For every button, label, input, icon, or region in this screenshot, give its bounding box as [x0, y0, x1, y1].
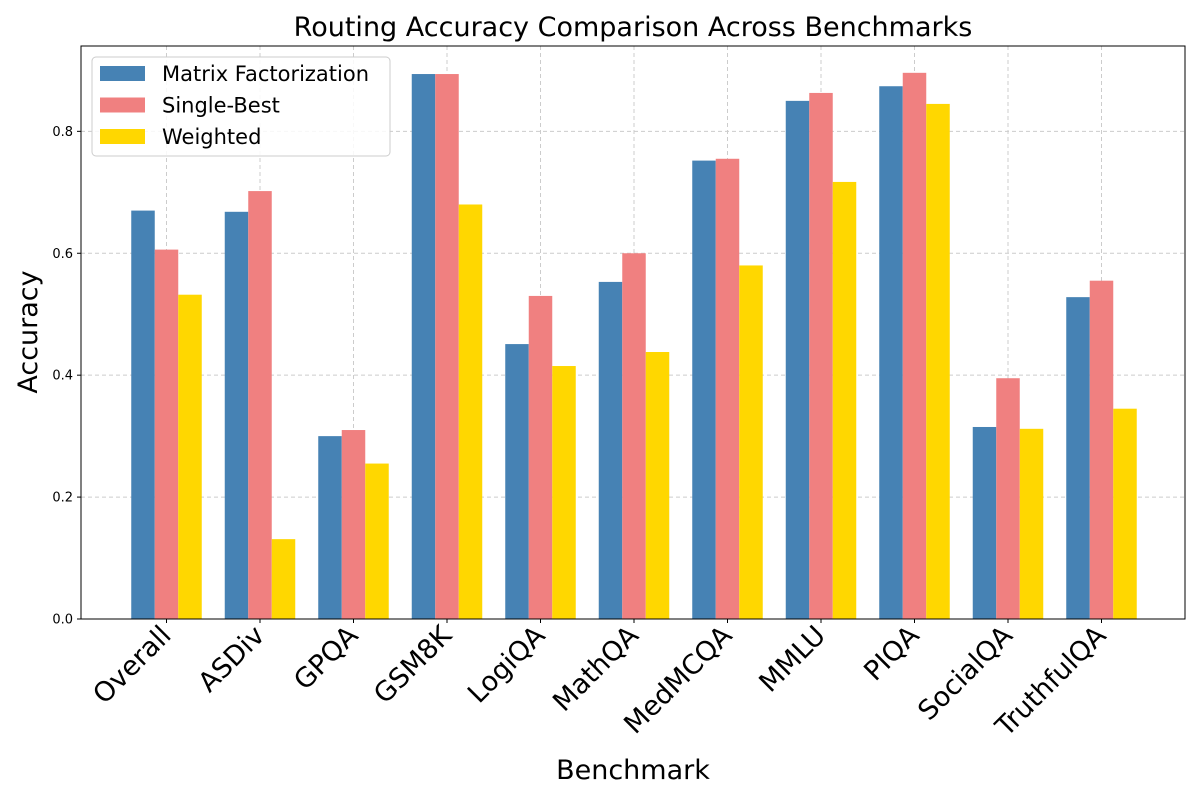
legend: Matrix Factorization Single-Best Weighted — [91, 56, 391, 157]
bar-matrix-factorization-logiqa — [505, 344, 529, 619]
x-tick-label: MMLU — [753, 620, 832, 699]
x-tick-label: GSM8K — [368, 619, 459, 710]
bar-weighted-mathqa — [645, 352, 670, 619]
bar-matrix-factorization-gsm8k — [411, 74, 436, 620]
legend-swatch — [100, 66, 145, 81]
y-tick-label: 0.4 — [52, 369, 73, 384]
bar-weighted-medmcqa — [739, 265, 763, 619]
legend-swatch — [100, 129, 145, 144]
bar-single-best-socialqa — [996, 378, 1020, 619]
bar-matrix-factorization-mmlu — [785, 100, 810, 620]
legend-label: Weighted — [162, 125, 261, 149]
bar-single-best-mathqa — [622, 253, 646, 620]
bar-weighted-gsm8k — [458, 204, 483, 619]
bar-weighted-logiqa — [552, 366, 576, 619]
legend-label: Matrix Factorization — [162, 62, 369, 86]
bar-single-best-piqa — [902, 72, 927, 619]
chart-title: Routing Accuracy Comparison Across Bench… — [294, 12, 973, 43]
bar-matrix-factorization-asdiv — [224, 211, 249, 619]
legend-box — [91, 56, 391, 157]
plot-frame — [80, 45, 1186, 620]
bar-single-best-overall — [154, 249, 179, 619]
bar-matrix-factorization-medmcqa — [692, 160, 716, 619]
y-tick-label: 0.0 — [52, 613, 73, 628]
y-axis: 0.0 0.2 0.4 0.6 0.8 — [52, 125, 81, 628]
bar-single-best-mmlu — [809, 92, 833, 619]
bar-weighted-truthfulqa — [1113, 408, 1137, 619]
x-tick-label: Overall — [87, 620, 177, 710]
bars-group — [131, 72, 1137, 620]
bar-single-best-truthfulqa — [1089, 280, 1114, 619]
bar-matrix-factorization-mathqa — [598, 281, 623, 619]
bar-single-best-gsm8k — [435, 74, 459, 620]
x-axis: Overall ASDiv GPQA GSM8K LogiQAMathQAMedMCQA… — [87, 619, 1113, 743]
bar-weighted-gpqa — [365, 463, 389, 619]
bar-weighted-overall — [178, 294, 202, 619]
bar-weighted-mmlu — [832, 181, 857, 619]
bar-matrix-factorization-gpqa — [318, 436, 342, 619]
bar-weighted-socialqa — [1019, 428, 1044, 619]
x-tick-label: GPQA — [288, 620, 365, 697]
x-tick-label: LogiQA — [462, 620, 552, 710]
bar-matrix-factorization-overall — [131, 210, 155, 619]
bar-matrix-factorization-truthfulqa — [1066, 297, 1090, 619]
bar-single-best-gpqa — [341, 430, 366, 619]
y-axis-label: Accuracy — [13, 270, 44, 393]
x-axis-label: Benchmark — [556, 755, 710, 786]
x-tick-label: MathQA — [547, 620, 645, 718]
x-tick-label: PIQA — [858, 620, 926, 688]
bar-weighted-piqa — [926, 103, 950, 620]
y-tick-label: 0.8 — [52, 125, 73, 140]
x-tick-label: ASDiv — [193, 620, 271, 698]
bar-single-best-asdiv — [248, 191, 272, 619]
bar-matrix-factorization-socialqa — [972, 426, 997, 619]
bar-single-best-logiqa — [528, 295, 553, 619]
y-tick-label: 0.6 — [52, 247, 73, 262]
bar-single-best-medmcqa — [715, 158, 740, 619]
y-tick-label: 0.2 — [52, 491, 73, 506]
legend-label: Single-Best — [162, 94, 280, 118]
legend-swatch — [100, 97, 145, 113]
bar-weighted-asdiv — [271, 539, 296, 619]
bar-matrix-factorization-piqa — [879, 86, 903, 619]
